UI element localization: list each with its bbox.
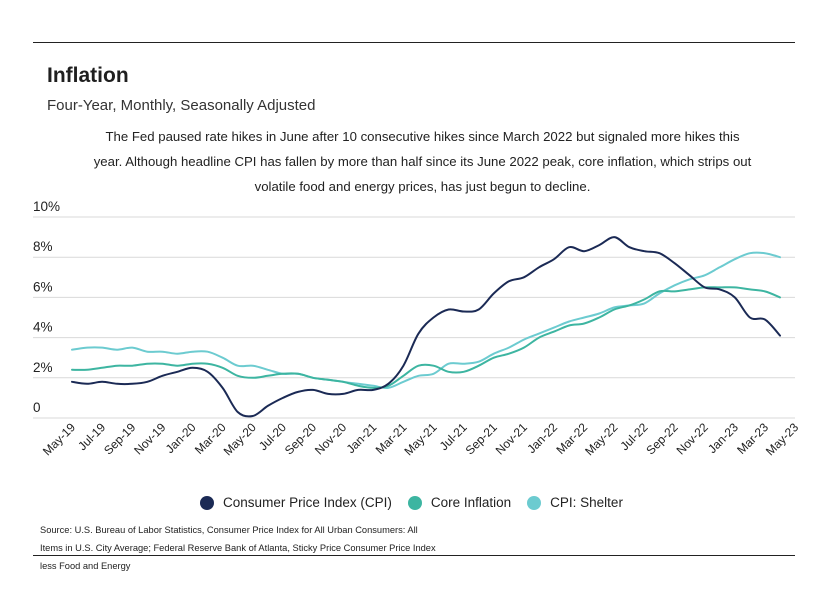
x-tick-label: Nov-21 (493, 420, 530, 457)
x-axis-labels: May-19Jul-19Sep-19Nov-19Jan-20Mar-20May-… (40, 420, 801, 458)
x-tick-label: Jan-23 (705, 420, 741, 456)
chart-subtitle: Four-Year, Monthly, Seasonally Adjusted (47, 97, 316, 114)
series-line-core-inflation (71, 286, 781, 389)
x-tick-label: Sep-22 (643, 420, 680, 457)
x-tick-label: Jan-21 (344, 420, 380, 456)
x-tick-label: Sep-21 (463, 420, 500, 457)
gridlines (33, 216, 795, 419)
x-tick-label: Nov-22 (674, 420, 711, 457)
x-tick-label: May-19 (40, 420, 78, 458)
y-axis-labels: 0 2% 4% 6% 8% 10% (33, 199, 60, 415)
source-note: Source: U.S. Bureau of Labor Statistics,… (40, 525, 436, 571)
y-tick-label: 4% (33, 320, 53, 335)
legend-label-cpi: Consumer Price Index (CPI) (223, 495, 392, 510)
x-tick-label: Jan-22 (524, 420, 560, 456)
x-tick-label: May-22 (582, 420, 620, 458)
x-tick-label: May-23 (763, 420, 801, 458)
series-line-cpi-shelter (71, 251, 781, 390)
x-tick-label: May-20 (221, 420, 259, 458)
legend-item-core: Core Inflation (407, 495, 512, 510)
y-tick-label: 2% (33, 360, 53, 375)
legend-swatch-cpi (200, 495, 215, 510)
y-tick-label: 6% (33, 279, 53, 294)
legend-swatch-core (407, 495, 422, 510)
legend: Consumer Price Index (CPI) Core Inflatio… (0, 495, 823, 510)
x-tick-label: May-21 (401, 420, 439, 458)
chart-title: Inflation (47, 64, 129, 87)
x-tick-label: Sep-19 (101, 420, 138, 457)
top-rule (33, 42, 795, 43)
legend-label-shelter: CPI: Shelter (550, 495, 623, 510)
legend-label-core: Core Inflation (430, 495, 512, 510)
chart-description: The Fed paused rate hikes in June after … (93, 129, 752, 194)
y-tick-label: 10% (33, 199, 60, 214)
y-tick-label: 8% (33, 239, 53, 254)
y-tick-label: 0 (33, 400, 41, 415)
bottom-rule (33, 555, 795, 556)
x-tick-label: Nov-20 (312, 420, 349, 457)
legend-swatch-shelter (527, 495, 542, 510)
series-line-consumer-price-index-cpi (71, 236, 781, 418)
series-lines (71, 236, 781, 418)
legend-item-shelter: CPI: Shelter (527, 495, 623, 510)
legend-item-cpi: Consumer Price Index (CPI) (200, 495, 392, 510)
x-tick-label: Nov-19 (131, 420, 168, 457)
x-tick-label: Jan-20 (163, 420, 199, 456)
x-tick-label: Sep-20 (282, 420, 319, 457)
